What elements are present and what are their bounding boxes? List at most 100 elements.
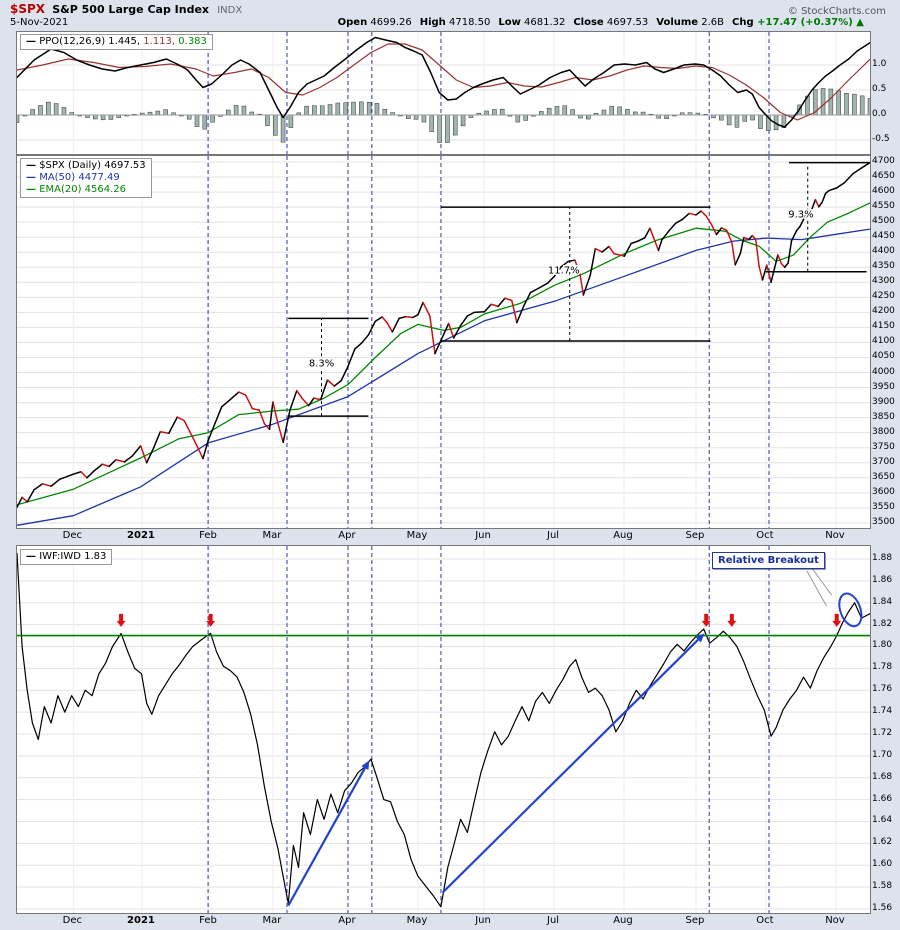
y-tick-price-3600: 3600 — [872, 486, 895, 497]
ppo-histogram-bar — [460, 114, 466, 127]
y-tick-price-3700: 3700 — [872, 456, 895, 467]
series-spx_close — [333, 379, 342, 387]
price-legend-row-ma50: — MA(50) 4477.49 — [26, 172, 146, 184]
ppo-value: 1.445, — [108, 36, 141, 47]
ppo-histogram-bar — [406, 114, 411, 119]
series-spx_close — [700, 210, 707, 217]
series-spx_close — [473, 311, 486, 314]
ppo-histogram-bar — [210, 114, 215, 123]
series-spx_close — [790, 229, 798, 242]
x-axis-label-jun: Jun — [475, 915, 491, 926]
series-spx_close — [289, 389, 298, 411]
series-spx_close — [296, 389, 303, 399]
x-axis-label-nov: Nov — [825, 530, 845, 541]
y-tick-price-4000: 4000 — [872, 366, 895, 377]
ppo-histogram-bar — [570, 109, 575, 116]
series-spx_close — [681, 212, 690, 221]
series-spx_close — [811, 198, 817, 210]
series-spx_close — [429, 315, 436, 355]
ppo-histogram-bar — [421, 114, 427, 123]
series-spx_close — [688, 212, 697, 216]
x-axis-label-jul: Jul — [547, 530, 560, 541]
series-spx_close — [654, 240, 660, 252]
y-tick-price-4700: 4700 — [872, 156, 895, 166]
series-spx_close — [695, 210, 702, 216]
y-axis-labels: 1.0 0.5 0.0 -0.5 4700 4650 4600 4550 4500 4450 440… — [872, 0, 900, 930]
ppo-histogram-bar — [38, 105, 43, 116]
x-axis-label-aug: Aug — [613, 530, 633, 541]
series-spx_close — [326, 379, 336, 387]
ratio-line-swatch-icon: — — [26, 551, 36, 562]
ratio-legend: — IWF:IWD 1.83 — [20, 549, 113, 565]
series-spx_close — [582, 274, 591, 296]
breakout-circle — [838, 592, 863, 628]
ppo-histogram-bar — [617, 106, 622, 116]
y-tick-ratio-1.74: 1.74 — [872, 706, 893, 717]
x-axis-label-feb: Feb — [199, 915, 217, 926]
red-down-arrow — [116, 613, 126, 627]
x-axis-label-2021: 2021 — [127, 915, 155, 926]
series-spx_close — [516, 305, 525, 324]
series-spx_close — [398, 315, 407, 320]
ratio-value: 1.83 — [84, 551, 107, 562]
series-spx_close — [743, 236, 750, 241]
ppo-histogram-bar — [226, 109, 231, 116]
y-tick-price-3800: 3800 — [872, 426, 895, 437]
ppo-histogram-bar — [734, 114, 740, 128]
ppo-histogram-bar — [742, 114, 748, 122]
series-spx_close — [804, 210, 810, 217]
series-spx_close — [381, 316, 388, 324]
ppo-histogram-bar — [758, 114, 763, 129]
series-spx_close — [340, 365, 349, 382]
series-spx_close — [510, 299, 518, 324]
spx-legend-label: $SPX (Daily) — [39, 160, 102, 171]
x-axis-label-nov: Nov — [825, 915, 845, 926]
ppo-histogram-bar — [343, 102, 348, 116]
y-tick-price-4400: 4400 — [872, 246, 895, 257]
series-spx_close — [214, 406, 223, 425]
series-spx_close — [238, 391, 247, 396]
y-tick-ppo-1.0: 1.0 — [872, 59, 887, 69]
series-spx_close — [657, 239, 663, 252]
price-panel: 8.3% 11.7% 9.3% — [16, 155, 871, 529]
y-tick-price-4550: 4550 — [872, 201, 895, 212]
copyright-notice: © StockCharts.com — [787, 6, 886, 17]
series-spx_close — [538, 282, 549, 289]
series-spx_close — [258, 409, 266, 425]
y-tick-ratio-1.80: 1.80 — [872, 640, 893, 651]
series-spx_close — [574, 259, 581, 275]
series-spx_close — [447, 322, 455, 339]
series-spx_close — [758, 265, 764, 281]
ppo-histogram-bar — [554, 106, 560, 116]
x-axis-label-dec: Dec — [62, 915, 82, 926]
ppo-histogram-bar — [859, 95, 865, 116]
series-spx_close — [814, 198, 820, 208]
y-tick-price-3850: 3850 — [872, 411, 895, 422]
series-spx_close — [26, 489, 35, 503]
x-axis-label-apr: Apr — [338, 915, 356, 926]
series-spx_close — [560, 260, 569, 268]
ppo-histogram-bar — [93, 114, 98, 120]
series-spx_close — [783, 262, 789, 269]
quote-low: Low 4681.32 — [498, 17, 566, 28]
series-spx_close — [780, 262, 786, 269]
series-spx_close — [50, 478, 61, 487]
y-tick-price-3950: 3950 — [872, 381, 895, 392]
y-tick-price-3900: 3900 — [872, 396, 895, 407]
series-spx_close — [734, 252, 742, 266]
series-spx_close — [637, 237, 646, 242]
ppo-histogram-bar — [53, 103, 59, 116]
ppo-signal-value: 1.113, — [143, 36, 176, 47]
series-spx_close — [17, 496, 23, 508]
ppo-histogram-bar — [664, 114, 669, 119]
series-spx_close — [852, 167, 863, 175]
ppo-histogram-bar — [319, 105, 325, 116]
ppo-histogram-bar — [515, 114, 521, 123]
y-tick-ratio-1.58: 1.58 — [872, 881, 893, 892]
x-axis-label-jul: Jul — [547, 915, 560, 926]
ppo-histogram-bar — [539, 111, 544, 116]
series-spx_close — [412, 314, 419, 319]
red-down-arrow — [206, 613, 216, 627]
series-spx_close — [522, 291, 532, 307]
series-spx_close — [613, 252, 626, 257]
